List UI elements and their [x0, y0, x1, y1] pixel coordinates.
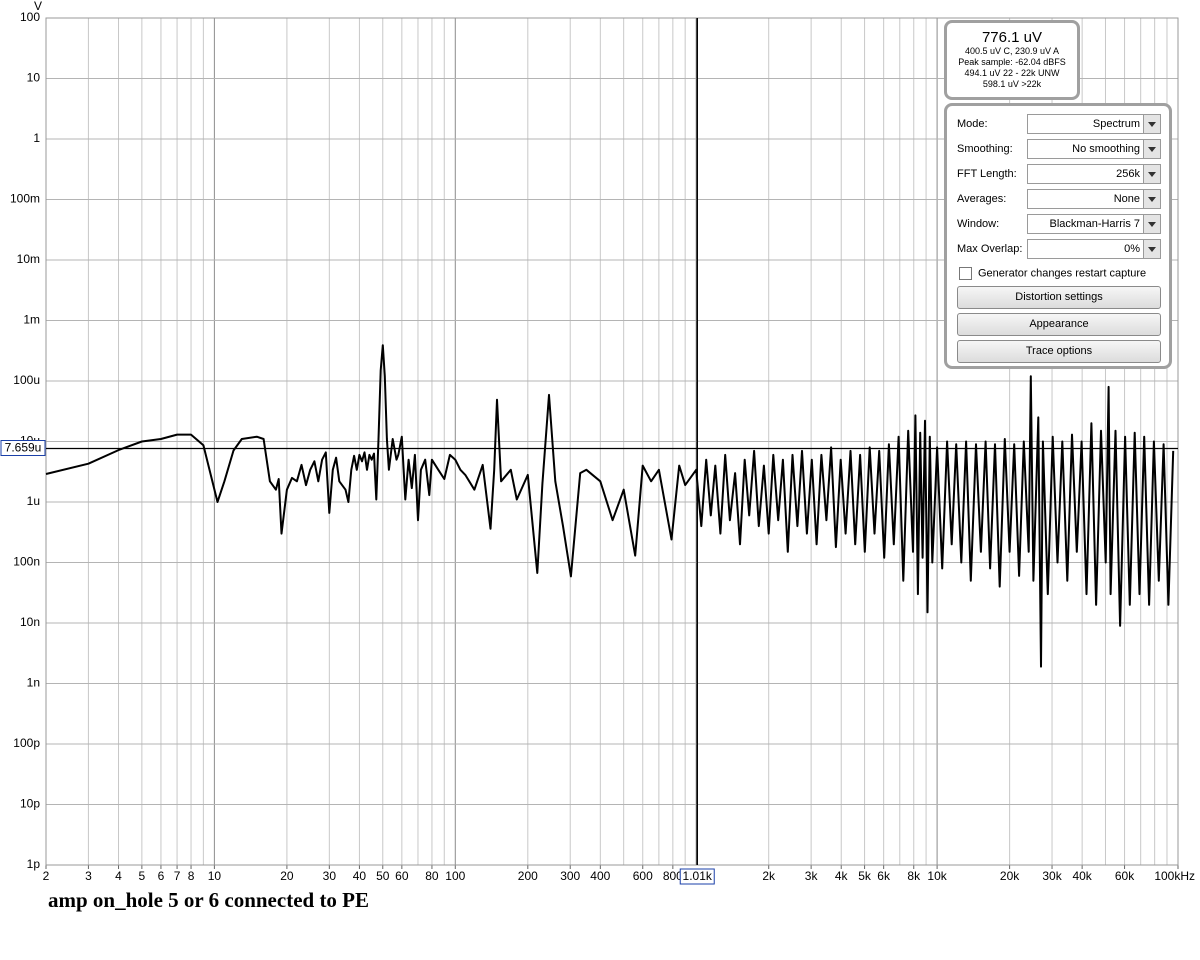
x-tick-label: 40k — [1072, 869, 1092, 883]
controls-panel: Mode: Spectrum Smoothing: No smoothing FFT L… — [944, 103, 1172, 369]
x-tick-label: 60 — [395, 869, 409, 883]
dropdown-value[interactable]: Blackman-Harris 7 — [1049, 218, 1140, 230]
dropdown[interactable]: None — [1027, 189, 1161, 209]
cursor-y-box — [0, 440, 46, 457]
x-tick-label: 80 — [425, 869, 439, 883]
y-tick-label: 100p — [13, 736, 40, 750]
x-tick-label: 8 — [188, 869, 195, 883]
x-tick-label: 6k — [877, 869, 891, 883]
dropdown-arrow[interactable] — [1143, 215, 1160, 233]
x-tick-label: 5 — [139, 869, 146, 883]
x-tick-label: 6 — [158, 869, 165, 883]
checkbox[interactable]: Generator changes restart capture — [959, 267, 1146, 280]
x-tick-label: 60k — [1115, 869, 1135, 883]
y-tick-label: 100m — [10, 192, 40, 206]
cursor-x-label: 1.01k — [683, 869, 713, 883]
x-tick-label: 10k — [927, 869, 947, 883]
x-tick-label: 800 — [663, 869, 683, 883]
x-tick-label: 30 — [323, 869, 337, 883]
x-tick-label: 8k — [907, 869, 921, 883]
dropdown[interactable]: No smoothing — [1027, 139, 1161, 159]
dropdown-arrow[interactable] — [1143, 240, 1160, 258]
cursor-x-box — [679, 868, 715, 885]
x-tick-label: 30k — [1042, 869, 1062, 883]
readout-line: Peak sample: -62.04 dBFS — [958, 57, 1066, 67]
setting-row: Smoothing: No smoothing — [955, 139, 1161, 159]
setting-label: Averages: — [957, 193, 1007, 205]
setting-row: Averages: None — [955, 189, 1161, 209]
checkbox-box[interactable] — [959, 267, 972, 280]
x-tick-label: 100 — [445, 869, 465, 883]
dropdown[interactable]: Spectrum — [1027, 114, 1161, 134]
checkbox-label[interactable]: Generator changes restart capture — [978, 267, 1147, 280]
readout-value: 776.1 uV — [981, 29, 1043, 46]
x-tick-label: 7 — [174, 869, 181, 883]
dropdown-value[interactable]: No smoothing — [1072, 143, 1140, 155]
x-tick-label: 2k — [762, 869, 776, 883]
y-tick-label: 10n — [20, 615, 40, 629]
caption: amp on_hole 5 or 6 connected to PE — [48, 888, 370, 912]
readout-line: 494.1 uV 22 - 22k UNW — [964, 68, 1060, 78]
y-unit-label: V — [34, 0, 42, 13]
y-tick-label: 1p — [27, 857, 41, 871]
setting-row: Mode: Spectrum — [955, 114, 1161, 134]
dropdown-arrow[interactable] — [1143, 165, 1160, 183]
setting-label: Mode: — [957, 118, 988, 130]
dropdown-arrow[interactable] — [1143, 115, 1160, 133]
button[interactable]: Distortion settings — [957, 286, 1161, 309]
dropdown-value[interactable]: 0% — [1124, 243, 1140, 255]
y-tick-label: 100 — [20, 10, 40, 24]
x-tick-label: 5k — [858, 869, 872, 883]
dropdown-value[interactable]: Spectrum — [1092, 118, 1140, 130]
x-tick-label: 3 — [85, 869, 92, 883]
y-tick-label: 100n — [13, 555, 40, 569]
dropdown-value[interactable]: None — [1113, 193, 1140, 205]
dropdown-arrow[interactable] — [1143, 140, 1160, 158]
readout-panel: 776.1 uV 400.5 uV C, 230.9 uV A Peak samp… — [944, 20, 1080, 100]
readout-line: 598.1 uV >22k — [982, 79, 1042, 89]
x-tick-label: 40 — [353, 869, 367, 883]
x-tick-label: 100kHz — [1154, 869, 1195, 883]
button[interactable]: Appearance — [957, 313, 1161, 336]
y-tick-label: 10 — [27, 71, 41, 85]
y-tick-label: 100u — [13, 373, 40, 387]
setting-label: Max Overlap: — [957, 243, 1023, 255]
button[interactable]: Trace options — [957, 340, 1161, 363]
y-tick-label: 1u — [27, 494, 40, 508]
y-tick-label: 1n — [27, 676, 40, 690]
readout-line: 400.5 uV C, 230.9 uV A — [964, 46, 1060, 56]
setting-row: Window: Blackman-Harris 7 — [955, 214, 1161, 234]
dropdown-value[interactable]: 256k — [1116, 168, 1140, 180]
dropdown[interactable]: 0% — [1027, 239, 1161, 259]
x-tick-label: 20 — [280, 869, 294, 883]
setting-row: Max Overlap: 0% — [955, 239, 1161, 259]
dropdown[interactable]: 256k — [1027, 164, 1161, 184]
x-tick-label: 50 — [376, 869, 390, 883]
x-tick-label: 10 — [208, 869, 222, 883]
setting-label: Window: — [957, 218, 1000, 230]
y-tick-label: 1 — [33, 131, 40, 145]
x-tick-label: 400 — [590, 869, 610, 883]
setting-row: FFT Length: 256k — [955, 164, 1161, 184]
dropdown-arrow[interactable] — [1143, 190, 1160, 208]
y-tick-label: 1m — [23, 313, 40, 327]
x-tick-label: 20k — [1000, 869, 1020, 883]
cursor-y-label: 7.659u — [5, 441, 42, 455]
x-tick-label: 4 — [115, 869, 122, 883]
x-tick-label: 600 — [633, 869, 653, 883]
setting-label: FFT Length: — [957, 168, 1017, 180]
dropdown[interactable]: Blackman-Harris 7 — [1027, 214, 1161, 234]
plot-frame — [45, 17, 1179, 866]
x-tick-label: 3k — [805, 869, 819, 883]
x-tick-label: 2 — [43, 869, 50, 883]
trace — [45, 344, 1175, 668]
x-tick-label: 200 — [518, 869, 538, 883]
x-tick-label: 4k — [835, 869, 849, 883]
y-tick-label: 10m — [17, 252, 40, 266]
x-tick-label: 300 — [560, 869, 580, 883]
setting-label: Smoothing: — [957, 143, 1013, 155]
y-tick-label: 10p — [20, 797, 40, 811]
